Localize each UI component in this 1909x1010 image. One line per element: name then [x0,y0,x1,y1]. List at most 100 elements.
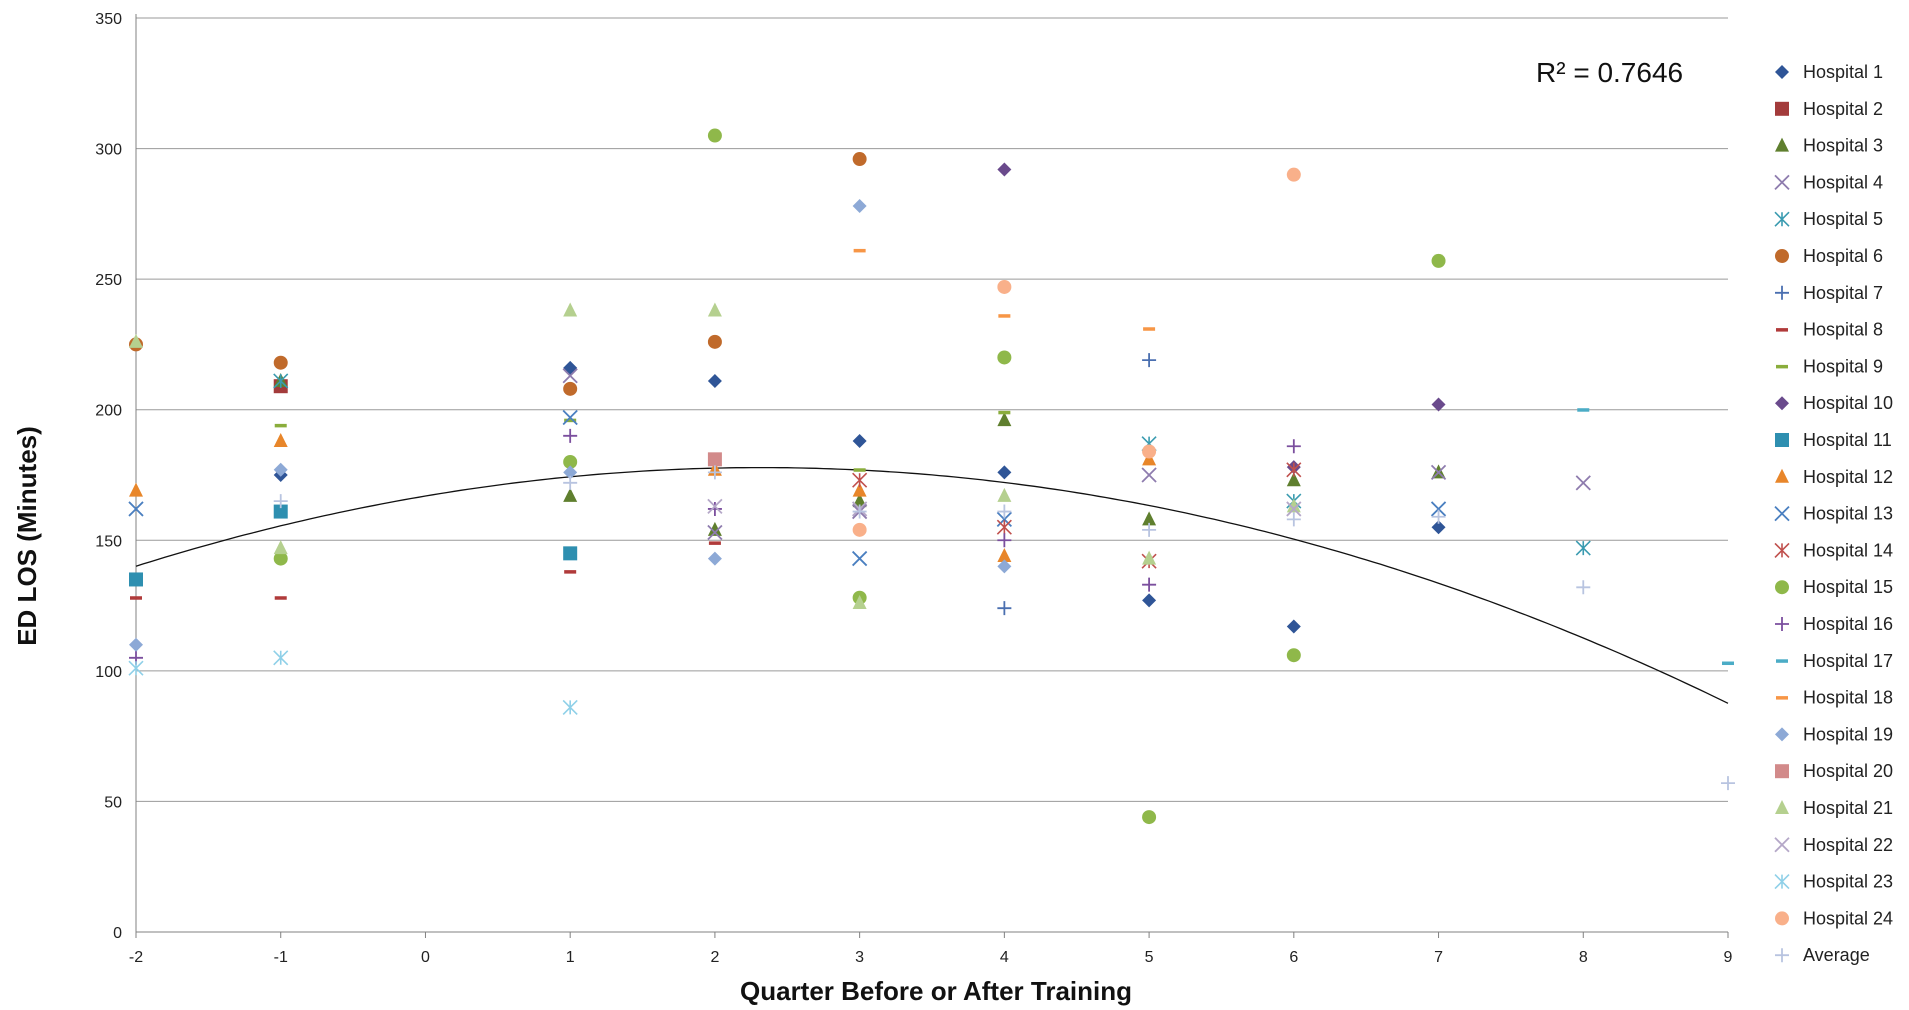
legend-label: Hospital 19 [1803,724,1893,744]
series-hospital-21 [129,302,1301,609]
data-point [1431,253,1446,268]
legend-marker [1776,364,1788,369]
legend-label: Hospital 24 [1803,908,1893,928]
legend-marker [1774,542,1790,558]
series-average [273,465,1735,791]
data-point [707,302,722,317]
data-point [708,541,721,545]
data-point [273,462,288,477]
data-point [128,501,144,517]
data-point [1142,810,1157,825]
data-point [852,493,867,508]
series-hospital-19 [129,199,1012,652]
data-point [997,533,1012,548]
y-tick-label: 100 [95,664,122,681]
data-point [273,551,288,566]
data-point [563,487,578,502]
legend-marker [1774,174,1790,191]
data-point [1142,550,1157,565]
trendline [135,466,1729,704]
legend-item: Hospital 12 [1775,467,1893,487]
legend-marker [1775,65,1789,79]
gridlines [136,17,1728,802]
legend-marker [1775,800,1789,814]
data-point [129,637,143,652]
data-point [274,423,287,428]
series-hospital-22 [707,498,1302,517]
series-hospital-20 [707,452,722,467]
data-point [851,550,868,567]
series-hospital-8 [130,541,721,600]
data-point [1286,439,1301,454]
data-point [852,472,868,488]
legend-label: Hospital 11 [1803,430,1892,450]
data-point [1286,472,1301,487]
y-tick-labels: 0 50 100 150 200 250 300 350 [95,11,122,942]
data-point [1286,619,1301,634]
x-tick-label: 7 [1434,949,1443,966]
series-hospital-11 [129,504,578,587]
legend-item: Hospital 19 [1775,724,1893,744]
data-point [1142,353,1157,368]
legend-marker [1775,617,1789,631]
data-point [562,699,578,715]
x-tick-labels: -2 -1 0 1 2 3 4 5 6 7 8 9 [129,949,1733,966]
legend-label: Hospital 20 [1803,761,1893,781]
legend-label: Hospital 1 [1803,62,1883,82]
series-hospital-18 [853,248,1156,331]
legend-item: Hospital 2 [1775,99,1883,119]
legend-label: Hospital 12 [1803,467,1893,487]
data-point [273,504,288,519]
data-point [1721,776,1735,791]
legend-marker [1776,659,1788,663]
series-hospital-7 [997,353,1157,616]
series-hospital-13 [128,409,1447,567]
y-tick-label: 300 [95,142,122,159]
legend-label: Hospital 13 [1803,504,1893,524]
y-tick-label: 350 [95,11,122,28]
legend-item: Hospital 23 [1774,872,1893,892]
legend-marker [1775,396,1789,411]
data-point [273,355,288,370]
legend-item: Hospital 22 [1774,835,1893,855]
x-axis-title: Quarter Before or After Training [740,976,1132,1006]
y-tick-label: 0 [113,925,122,942]
series-hospital-23 [128,650,578,715]
axes [135,14,1729,938]
data-point [707,128,722,143]
data-point [273,540,288,555]
legend-item: Hospital 13 [1774,504,1893,524]
data-point [707,334,722,349]
data-point [1142,593,1157,608]
data-point [273,373,289,389]
x-tick-label: 4 [1000,949,1009,966]
x-tick-label: 1 [566,949,575,966]
data-point [996,519,1012,535]
legend-label: Hospital 14 [1803,540,1893,560]
data-point [563,475,578,490]
data-point [997,559,1012,574]
legend-item: Hospital 15 [1775,577,1893,597]
legend-item: Hospital 18 [1776,688,1893,708]
data-point [273,433,288,448]
data-point [128,660,144,676]
data-point [852,504,867,519]
data-point [707,452,722,467]
data-point [1286,501,1302,517]
data-point [1430,501,1447,517]
data-point [707,521,722,536]
data-point [1576,580,1591,595]
legend-marker [1776,696,1788,700]
legend-item: Hospital 3 [1775,136,1883,156]
legend-marker [1775,911,1789,926]
y-tick-label: 200 [95,403,122,420]
data-point [997,412,1012,427]
legend-label: Hospital 8 [1803,320,1883,340]
data-point [997,162,1012,177]
legend-label: Hospital 16 [1803,614,1893,634]
legend-item: Hospital 8 [1776,320,1883,340]
series-hospital-6 [129,152,867,396]
data-point [997,547,1012,562]
data-points [128,128,1735,825]
legend-label: Hospital 6 [1803,246,1883,266]
